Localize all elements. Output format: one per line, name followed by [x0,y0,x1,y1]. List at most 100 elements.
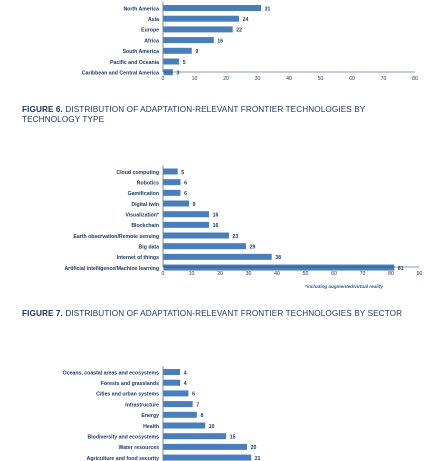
bar [163,179,181,186]
bar [163,232,229,239]
category-label: Agriculture and food security [87,456,159,461]
bar [163,369,181,375]
category-label: Europe [141,28,159,34]
category-label: Health [143,424,159,430]
category-label: Blockchain [131,223,159,229]
figure-7-label: FIGURE 7. [22,309,63,318]
x-tick-label: 20 [217,271,223,277]
category-label: North America [123,6,159,12]
category-label: Infrastructure [125,402,159,408]
bar [163,37,214,44]
bar [163,243,247,250]
bar [163,411,197,418]
value-label: 16 [213,212,219,218]
bar [163,221,209,228]
value-label: 9 [195,49,198,55]
value-label: 16 [213,223,219,229]
bar [163,200,190,207]
bar [163,379,181,386]
x-tick-label: 70 [360,271,366,277]
figure-6-label: FIGURE 6. [22,105,63,114]
bar [163,401,193,408]
x-tick-label: 50 [318,76,324,82]
x-tick-label: 40 [286,76,292,82]
figure-7-title: FIGURE 7. DISTRIBUTION OF ADAPTATION-REL… [22,309,412,319]
x-tick-label: 30 [255,76,261,82]
category-label: Cities and urban systems [96,392,159,398]
bar [163,443,247,450]
bar [163,15,239,22]
x-tick-label: 80 [412,76,418,82]
figure-7-title-text: DISTRIBUTION OF ADAPTATION-RELEVANT FRON… [65,309,403,318]
bar [163,422,206,429]
x-tick-label: 40 [274,271,280,277]
category-label: Caribbean and Central America [82,71,159,77]
category-label: Forests and grasslands [101,381,159,387]
category-label: Artificial intelligence/Machine learning [64,266,159,272]
x-tick-label: 60 [349,76,355,82]
figure-6-title: FIGURE 6. DISTRIBUTION OF ADAPTATION-REL… [22,105,412,125]
value-label: 81 [398,266,404,272]
value-label: 29 [250,244,256,250]
figure-6-title-text: DISTRIBUTION OF ADAPTATION-RELEVANT FRON… [22,105,366,124]
bar [163,433,227,440]
value-label: 9 [193,202,196,208]
x-tick-label: 60 [331,271,337,277]
value-label: 3 [176,71,179,77]
value-label: 20 [251,445,257,451]
chart-note: *including augmented/virtual reality [305,284,383,289]
category-label: Oceans, coastal areas and ecosystems [63,370,159,376]
value-label: 21 [255,456,261,461]
value-label: 23 [233,234,239,240]
x-tick-label: 0 [162,271,165,277]
category-label: Earth observation/Remote sensing [73,234,159,240]
bar [163,264,395,271]
category-label: South America [123,49,160,55]
value-label: 10 [209,424,215,430]
x-tick-label: 30 [246,271,252,277]
category-label: Cloud computing [116,170,159,176]
chart-technology: Cloud computing 5 Robotics 6 Gamification 6 Di… [64,165,423,277]
bar [163,390,189,397]
bar [163,211,209,218]
x-tick-label: 0 [162,76,165,82]
category-label: Asia [148,17,159,23]
value-label: 6 [184,180,187,186]
value-label: 15 [230,435,236,441]
category-label: Pacific and Oceania [110,60,159,66]
category-label: Water resources [119,445,160,451]
bar [163,454,252,461]
bar [163,189,181,196]
value-label: 8 [200,413,203,419]
value-label: 4 [184,370,187,376]
value-label: 5 [183,60,186,66]
value-label: 4 [184,381,187,387]
x-tick-label: 20 [223,76,229,82]
bar [163,58,180,65]
bar [163,168,178,175]
category-label: Internet of things [117,255,159,261]
category-label: Gamification [128,191,159,197]
value-label: 7 [196,402,199,408]
x-tick-label: 80 [388,271,394,277]
chart-region: North America 31 Asia 24 Europe 22 Africa 16 Sou… [82,2,418,82]
value-label: 5 [181,170,184,176]
value-label: 6 [184,191,187,197]
x-tick-label: 90 [417,271,423,277]
category-label: Biodiversity and ecosystems [87,435,159,441]
bar [163,253,272,260]
x-tick-label: 10 [189,271,195,277]
category-label: Visualization* [125,212,160,218]
category-label: Robotics [137,180,159,186]
x-tick-label: 70 [381,76,387,82]
x-tick-label: 10 [192,76,198,82]
category-label: Big data [139,244,160,250]
bar [163,5,262,11]
value-label: 16 [217,38,223,44]
value-label: 31 [265,6,271,12]
bar [163,47,192,54]
category-label: Digital twin [131,202,159,208]
category-label: Energy [141,413,159,419]
value-label: 22 [236,28,242,34]
